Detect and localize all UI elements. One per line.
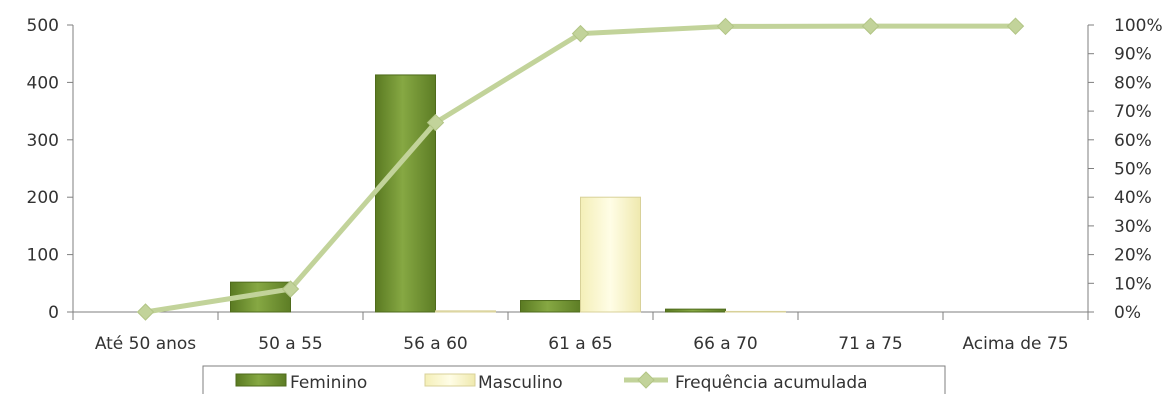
y-right-tick-label: 80%	[1114, 73, 1152, 93]
legend-label-feminino: Feminino	[290, 373, 367, 393]
point-frequencia-acumulada	[281, 280, 300, 298]
legend-box	[202, 365, 946, 398]
y-right-tick-label: 0%	[1114, 303, 1141, 323]
bar-masculino	[435, 310, 496, 313]
y-left-tick-label: 100	[27, 246, 59, 266]
legend-swatch-masculino	[424, 373, 476, 387]
point-frequencia-acumulada	[571, 24, 590, 43]
y-right-tick-label: 70%	[1114, 102, 1152, 122]
point-frequencia-acumulada	[861, 17, 880, 35]
legend-marker-frequencia	[637, 371, 655, 389]
x-tick-label: 50 a 55	[258, 334, 323, 354]
legend-label-masculino: Masculino	[478, 373, 563, 393]
point-frequencia-acumulada	[136, 303, 155, 321]
y-right-tick-label: 90%	[1114, 45, 1152, 65]
x-tick-label: Acima de 75	[962, 334, 1068, 354]
x-tick-label: 71 a 75	[838, 334, 903, 354]
y-right-tick-label: 20%	[1114, 246, 1152, 266]
legend-swatch-feminino	[235, 373, 287, 387]
x-tick-label: 56 a 60	[403, 334, 468, 354]
y-right-tick-label: 30%	[1114, 217, 1152, 237]
y-right-tick-label: 40%	[1114, 188, 1152, 208]
y-left-tick-label: 0	[48, 303, 59, 323]
bar-feminino	[520, 300, 581, 313]
bar-masculino	[725, 310, 786, 313]
legend-label-frequencia: Frequência acumulada	[675, 373, 868, 393]
y-right-tick-label: 10%	[1114, 274, 1152, 294]
y-left-tick-label: 300	[27, 131, 59, 151]
point-frequencia-acumulada	[716, 17, 735, 36]
bar-feminino	[665, 308, 726, 313]
y-left-tick-label: 500	[27, 16, 59, 36]
y-right-tick-label: 100%	[1114, 16, 1163, 36]
x-tick-label: 61 a 65	[548, 334, 613, 354]
x-tick-label: 66 a 70	[693, 334, 758, 354]
bar-feminino	[375, 74, 436, 313]
y-right-tick-label: 60%	[1114, 131, 1152, 151]
point-frequencia-acumulada	[1006, 17, 1025, 35]
x-tick-label: Até 50 anos	[95, 334, 196, 354]
point-frequencia-acumulada	[426, 113, 445, 132]
y-left-tick-label: 400	[27, 73, 59, 93]
y-left-tick-label: 200	[27, 188, 59, 208]
y-right-tick-label: 50%	[1114, 160, 1152, 180]
bar-masculino	[580, 196, 641, 313]
